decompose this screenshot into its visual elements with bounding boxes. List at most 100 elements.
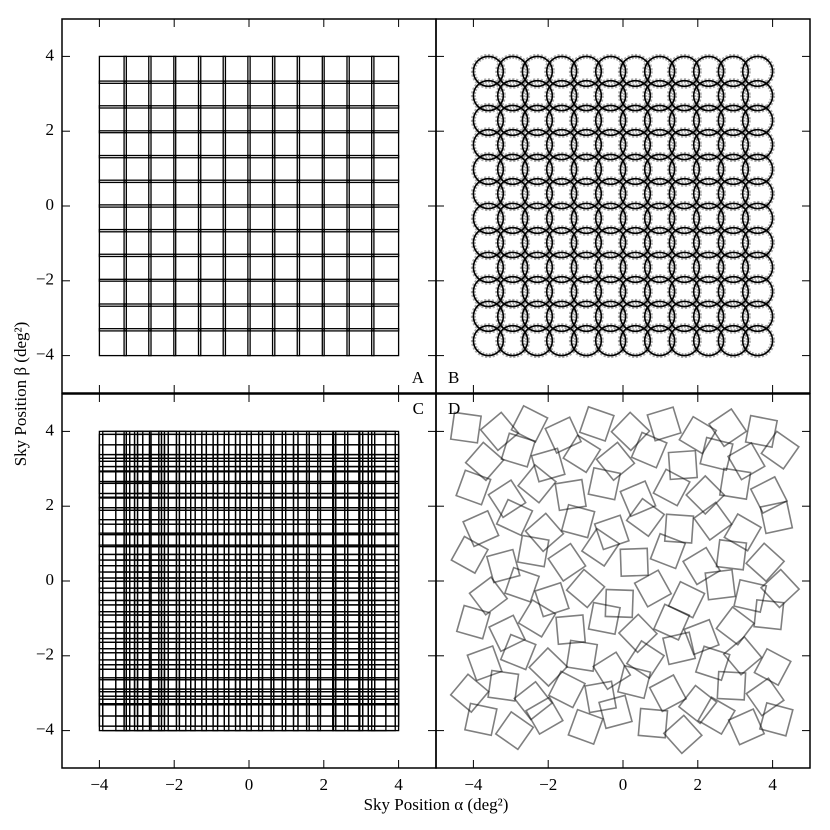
tile	[472, 226, 505, 259]
tile	[668, 79, 701, 112]
tile	[570, 202, 603, 235]
tile	[528, 646, 569, 688]
tile	[472, 324, 505, 357]
panel-label: C	[413, 399, 424, 418]
tile	[617, 613, 659, 654]
tile	[521, 275, 554, 308]
tile	[455, 604, 492, 640]
tile	[148, 328, 177, 357]
tile	[517, 598, 557, 638]
tile	[197, 179, 227, 208]
tile	[296, 253, 325, 282]
tile	[158, 652, 187, 681]
tile	[472, 128, 505, 161]
tile	[123, 55, 152, 84]
tile	[346, 130, 375, 159]
tile	[317, 652, 346, 681]
tile	[516, 534, 550, 568]
x-tick-label: 0	[619, 775, 628, 794]
tile	[619, 202, 652, 235]
tile	[741, 251, 774, 284]
tile	[247, 80, 276, 109]
tile	[521, 55, 554, 88]
tile	[271, 80, 301, 109]
tile	[296, 154, 325, 184]
tile	[347, 632, 376, 661]
tile	[619, 153, 652, 186]
tile	[296, 80, 325, 109]
tile	[619, 128, 652, 161]
tile	[570, 177, 603, 210]
tile	[98, 544, 127, 573]
tile	[346, 55, 375, 84]
tile	[570, 104, 603, 137]
tile	[148, 632, 178, 661]
tile	[759, 500, 794, 535]
tile	[643, 202, 676, 235]
tile	[367, 544, 396, 573]
tile	[749, 475, 789, 515]
tile	[281, 544, 310, 573]
tile	[296, 179, 325, 208]
tile	[148, 621, 178, 650]
tile	[123, 130, 152, 159]
tile	[668, 153, 701, 186]
tile	[668, 226, 701, 259]
tile	[496, 128, 529, 161]
y-tick-label: −2	[36, 270, 54, 289]
tile	[148, 611, 178, 640]
tile	[727, 708, 766, 746]
y-tick-label: −4	[36, 345, 55, 364]
tile	[123, 179, 152, 208]
tile	[547, 542, 587, 583]
tile	[347, 553, 376, 583]
tile	[503, 566, 541, 603]
tile	[496, 79, 529, 112]
tile	[668, 251, 701, 284]
tile	[347, 652, 376, 681]
tile	[271, 55, 301, 84]
tile	[744, 414, 779, 449]
tile	[668, 300, 701, 333]
tile	[593, 514, 630, 551]
tile	[158, 688, 187, 717]
tile	[570, 275, 603, 308]
tile	[697, 696, 736, 736]
tile	[346, 204, 375, 233]
x-tick-label: 4	[768, 775, 777, 794]
tile	[753, 598, 785, 631]
tile	[496, 300, 529, 333]
tile	[692, 300, 725, 333]
tile	[758, 701, 794, 737]
tile	[472, 177, 505, 210]
tile	[643, 226, 676, 259]
tile	[717, 202, 750, 235]
tile	[487, 614, 527, 653]
tile	[321, 328, 350, 357]
tile	[595, 441, 636, 482]
y-tick-label: 0	[46, 570, 55, 589]
tile	[683, 618, 720, 656]
tile	[222, 278, 251, 307]
tile	[317, 611, 346, 640]
tile	[281, 553, 310, 583]
tile	[158, 611, 187, 640]
tile	[692, 226, 725, 259]
tile	[133, 553, 163, 583]
tile	[371, 228, 400, 258]
tile	[521, 153, 554, 186]
tile	[479, 411, 520, 452]
tile	[619, 547, 649, 578]
panel	[470, 53, 776, 359]
tile	[663, 513, 695, 544]
tile	[321, 278, 350, 307]
tile	[661, 631, 697, 666]
tile	[741, 79, 774, 112]
tile	[148, 688, 178, 717]
tile	[346, 179, 375, 208]
tile	[158, 632, 187, 661]
tile	[281, 433, 310, 462]
tile	[718, 467, 752, 501]
tile	[371, 652, 400, 681]
